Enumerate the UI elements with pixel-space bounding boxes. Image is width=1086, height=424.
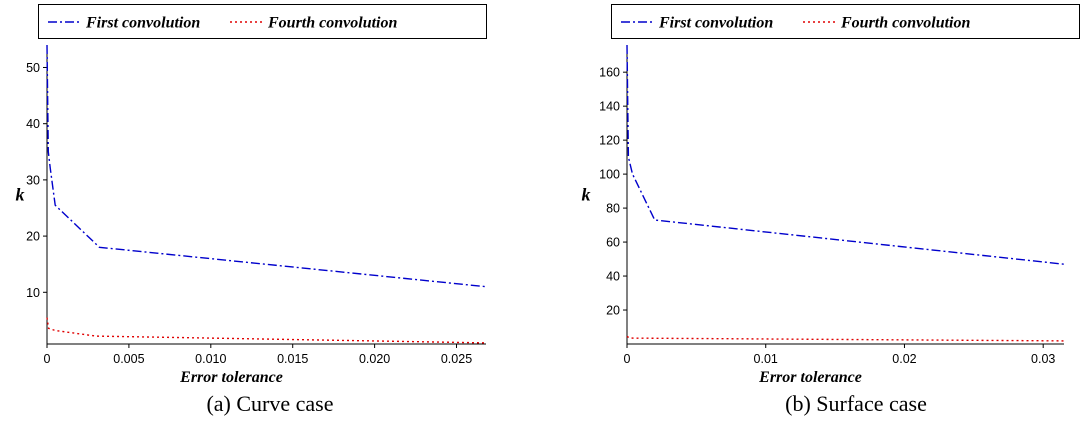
y-tick-label: 160 [599, 66, 620, 80]
legend-label-1: First convolution [658, 15, 773, 32]
x-tick-label: 0.005 [113, 352, 144, 366]
x-tick-label: 0.020 [359, 352, 390, 366]
chart-panel-2: First convolution Fourth convolution 20 40 6… [582, 4, 1080, 416]
x-tick-label: 0.025 [441, 352, 472, 366]
y-tick-label: 140 [599, 100, 620, 114]
series-line-1 [626, 44, 1065, 265]
y-tick-label: 80 [606, 202, 620, 216]
series-line-2 [626, 335, 1065, 342]
y-tick-label: 10 [26, 286, 40, 300]
y-tick-label: 30 [26, 173, 40, 187]
y-tick-label: 20 [26, 230, 40, 244]
x-axis-title: Error tolerance [179, 369, 283, 386]
y-axis-title: k [16, 185, 25, 205]
legend-label-2: Fourth convolution [267, 15, 397, 32]
x-tick-label: 0.010 [195, 352, 226, 366]
panel-caption: (b) Surface case [785, 391, 927, 416]
y-tick-label: 50 [26, 61, 40, 75]
legend-label-2: Fourth convolution [840, 15, 970, 32]
x-tick-label: 0.03 [1031, 352, 1055, 366]
x-tick-label: 0 [44, 352, 51, 366]
legend-box [38, 4, 487, 39]
series-line-1 [46, 44, 487, 288]
y-tick-label: 120 [599, 134, 620, 148]
series-line-2 [46, 317, 487, 344]
x-tick-label: 0.02 [892, 352, 916, 366]
y-tick-label: 20 [606, 304, 620, 318]
x-axis-title: Error tolerance [758, 369, 862, 386]
y-axis-title: k [582, 185, 591, 205]
x-tick-label: 0.015 [277, 352, 308, 366]
legend-box [611, 4, 1080, 39]
x-tick-label: 0 [624, 352, 631, 366]
y-tick-label: 100 [599, 168, 620, 182]
y-tick-label: 40 [26, 117, 40, 131]
y-tick-label: 60 [606, 236, 620, 250]
chart-panel-1: First convolution Fourth convolution 10 20 3… [16, 4, 487, 416]
panel-caption: (a) Curve case [206, 391, 333, 416]
legend-label-1: First convolution [85, 15, 200, 32]
x-tick-label: 0.01 [754, 352, 778, 366]
y-tick-label: 40 [606, 270, 620, 284]
